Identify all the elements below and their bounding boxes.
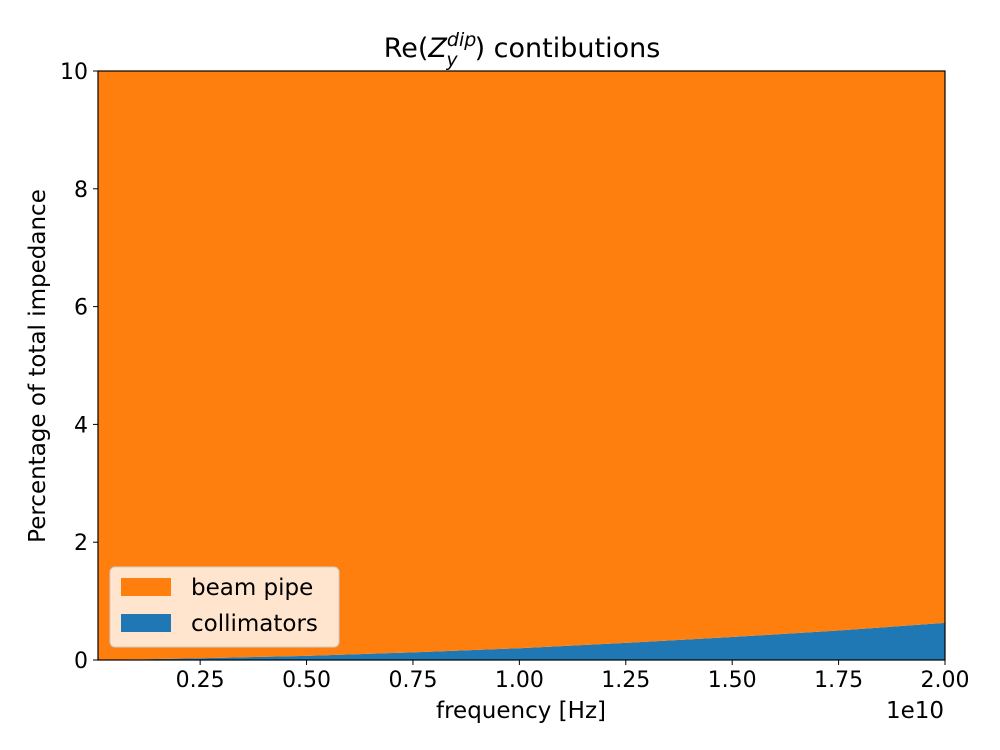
x-tick-label: 1.75 [814, 668, 863, 693]
x-tick-label: 0.25 [176, 668, 225, 693]
x-tick-label: 2.00 [921, 668, 970, 693]
y-tick-label: 0 [74, 649, 88, 674]
x-tick-label: 0.50 [282, 668, 331, 693]
y-axis-ticks: 0 2 4 6 8 10 [60, 60, 98, 674]
y-tick-label: 4 [74, 413, 88, 438]
legend-swatch-beam-pipe [121, 578, 171, 596]
legend-label-beam-pipe: beam pipe [191, 575, 313, 601]
legend-label-collimators: collimators [191, 611, 318, 637]
x-tick-label: 1.50 [708, 668, 757, 693]
plot-frame [97, 70, 946, 661]
x-tick-label: 0.75 [388, 668, 437, 693]
x-axis-offset-label: 1e10 [886, 698, 944, 724]
x-axis-label: frequency [Hz] [436, 698, 606, 724]
y-axis-label: Percentage of total impedance [25, 189, 51, 543]
legend: beam pipe collimators [109, 566, 340, 648]
y-tick-label: 10 [60, 60, 88, 85]
legend-swatch-collimators [121, 614, 171, 632]
x-tick-label: 1.25 [601, 668, 650, 693]
y-tick-label: 8 [74, 178, 88, 203]
x-axis-ticks: 0.25 0.50 0.75 1.00 1.25 1.50 1.75 2.00 [176, 660, 970, 693]
area-collimators [98, 622, 945, 660]
x-tick-label: 1.00 [495, 668, 544, 693]
stacked-areas [98, 71, 945, 660]
chart-title: Re(Zdip y) contibutions [384, 29, 661, 71]
y-tick-label: 2 [74, 531, 88, 556]
y-tick-label: 6 [74, 296, 88, 321]
area-beam-pipe [98, 71, 945, 660]
